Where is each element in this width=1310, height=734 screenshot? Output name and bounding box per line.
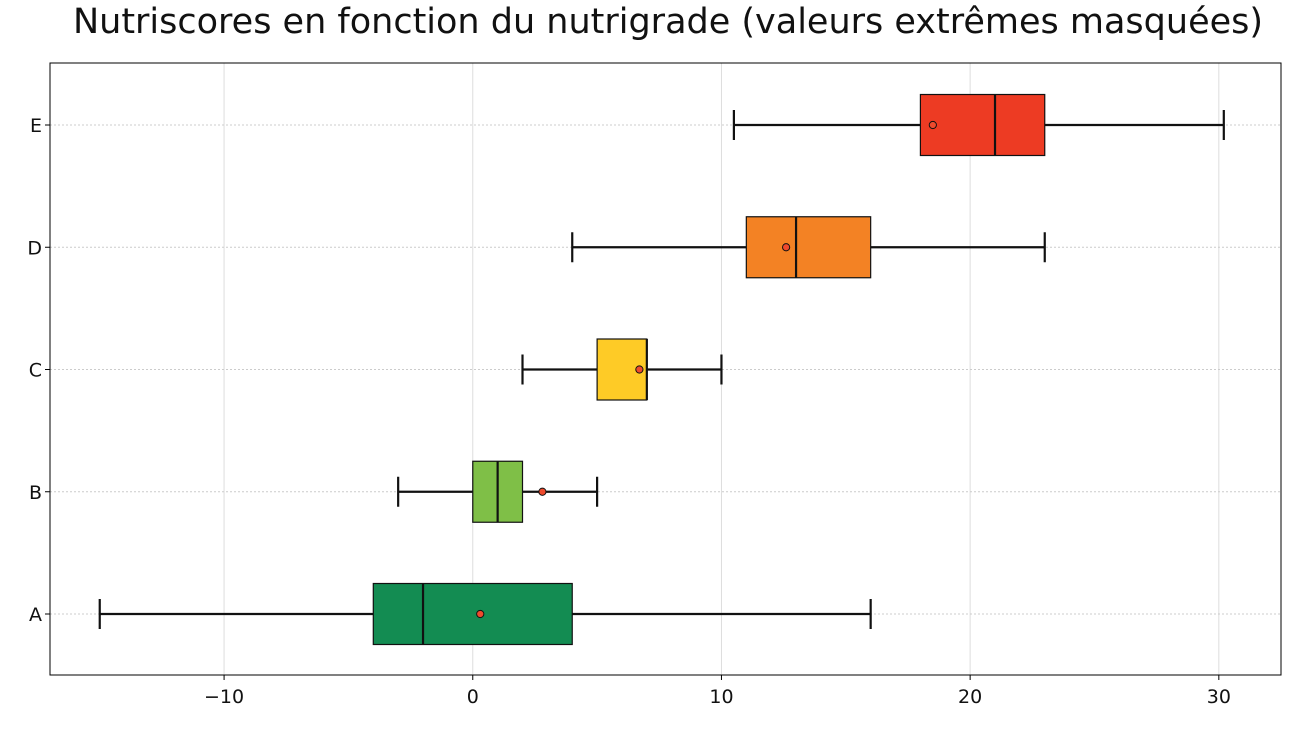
x-tick-label: −10 (204, 686, 244, 708)
box-layer (98, 93, 1225, 646)
axis-layer: −10 0 10 20 30 A B C D E (27, 115, 1231, 708)
y-tick-label-b: B (29, 482, 42, 504)
x-tick-label: 20 (958, 686, 982, 708)
mean-marker (928, 120, 937, 130)
iqr-box (372, 582, 573, 646)
box-d (571, 216, 1046, 279)
y-tick-label-c: C (29, 360, 42, 382)
y-tick-label-a: A (29, 604, 42, 626)
y-tick-label-e: E (30, 115, 42, 137)
box-c (521, 338, 723, 401)
mean-marker (538, 487, 547, 496)
x-tick-label: 30 (1207, 686, 1231, 708)
mean-marker (635, 365, 644, 374)
x-tick-label: 10 (709, 686, 733, 708)
chart-title: Nutriscores en fonction du nutrigrade (v… (72, 2, 1264, 42)
iqr-box (919, 93, 1046, 157)
box-e (732, 93, 1225, 157)
x-tick-label: 0 (467, 686, 479, 708)
box-b (397, 460, 599, 523)
mean-marker (782, 243, 791, 252)
y-tick-label-d: D (27, 237, 42, 259)
iqr-box (745, 216, 872, 279)
mean-marker (476, 609, 485, 619)
box-a (98, 582, 872, 646)
